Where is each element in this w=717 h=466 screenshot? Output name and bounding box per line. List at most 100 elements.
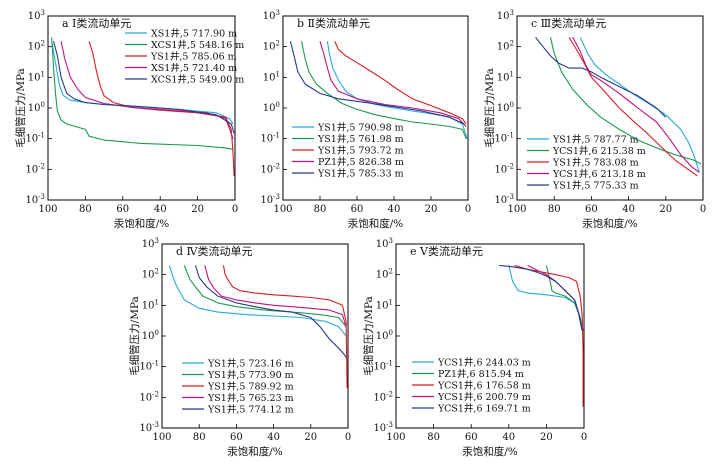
chart-e-title: e Ⅴ类流动单元 [410, 244, 483, 258]
chart-a-y-tick-label: 103 [28, 9, 45, 22]
chart-d-ylabel: 毛细管压力/MPa [128, 296, 141, 376]
chart-e-x-tick-label: 20 [540, 432, 553, 443]
chart-e-legend-entry: PZ1井,6 815.94 m [438, 368, 524, 380]
chart-d-series-line [183, 265, 347, 328]
chart-c-title: c Ⅲ类流动单元 [531, 16, 606, 30]
chart-a-y-tick-label: 10-3 [25, 193, 45, 206]
chart-e-y-tick-label: 10-3 [373, 421, 393, 434]
chart-b-y-tick-label: 101 [263, 70, 280, 83]
chart-d-legend-entry: YS1井,5 723.16 m [207, 358, 294, 370]
chart-a-title: a Ⅰ类流动单元 [62, 16, 131, 30]
chart-e-x-tick-label: 0 [581, 432, 587, 443]
chart-b-x-tick-label: 80 [314, 204, 327, 215]
chart-b-title: b Ⅱ类流动单元 [297, 16, 370, 30]
chart-e-series-line [545, 265, 584, 331]
chart-e-ylabel: 毛细管压力/MPa [362, 296, 375, 376]
chart-d-x-tick-label: 40 [267, 432, 280, 443]
chart-a-x-tick-label: 20 [191, 204, 204, 215]
chart-d-x-tick-label: 60 [230, 432, 243, 443]
chart-d-y-tick-label: 10-2 [139, 390, 159, 403]
chart-c-y-tick-label: 102 [497, 40, 514, 53]
chart-c-legend-entry: YS1井,5 783.08 m [552, 157, 639, 169]
chart-b-x-tick-label: 100 [273, 204, 292, 215]
chart-c-legend-entry: YS1井,5 787.77 m [552, 134, 639, 146]
chart-c-series-line [535, 37, 667, 118]
chart-e-y-tick-label: 101 [376, 298, 393, 311]
chart-c-y-tick-label: 100 [497, 101, 514, 114]
chart-c-x-tick-label: 20 [659, 204, 672, 215]
chart-c-series-line [568, 37, 698, 177]
chart-a-xlabel: 汞饱和度/% [114, 217, 170, 230]
chart-d-series-line [204, 265, 347, 327]
chart-b-y-tick-label: 10-2 [260, 162, 280, 175]
chart-c-series-line [572, 37, 700, 173]
chart-c-y-tick-label: 10-1 [494, 132, 514, 145]
chart-e-xlabel: 汞饱和度/% [462, 445, 518, 458]
chart-b-legend-entry: PZ1井,5 826.38 m [318, 156, 404, 168]
chart-d-xlabel: 汞饱和度/% [227, 445, 283, 458]
chart-a-y-tick-label: 10-1 [25, 132, 45, 145]
chart-d-legend-entry: YS1井,5 789.92 m [207, 381, 294, 393]
chart-e-y-tick-label: 102 [376, 268, 393, 281]
chart-b-y-tick-label: 100 [263, 101, 280, 114]
chart-b-series-line [300, 41, 467, 139]
chart-b-x-tick-label: 20 [425, 204, 438, 215]
chart-d-series-line [168, 265, 347, 337]
chart-a-x-tick-label: 80 [79, 204, 92, 215]
chart-a-x-tick-label: 100 [38, 204, 57, 215]
chart-c-legend-entry: YCS1井,6 213.18 m [552, 168, 646, 180]
chart-d-x-tick-label: 100 [152, 432, 171, 443]
chart-e-x-tick-label: 40 [502, 432, 515, 443]
chart-e-legend-entry: YCS1井,6 200.79 m [437, 391, 531, 403]
chart-a-legend-entry: XS1井,5 721.40 m [151, 62, 237, 74]
chart-e-legend-entry: YCS1井,6 244.03 m [437, 357, 531, 369]
chart-c-series-line [579, 37, 700, 173]
chart-e-series-line [499, 264, 583, 331]
chart-a-y-tick-label: 101 [28, 70, 45, 83]
chart-d-y-tick-label: 103 [142, 237, 159, 250]
chart-c-ylabel: 毛细管压力/MPa [483, 68, 496, 148]
chart-c-y-tick-label: 10-2 [494, 162, 514, 175]
chart-c-x-tick-label: 60 [585, 204, 598, 215]
chart-a-legend-entry: XS1井,5 717.90 m [151, 28, 237, 40]
chart-e-x-tick-label: 100 [386, 432, 405, 443]
chart-a-series-line [51, 37, 234, 150]
chart-b-series-line [289, 41, 465, 125]
chart-d-x-tick-label: 80 [193, 432, 206, 443]
chart-a-legend-entry: YS1井,5 785.06 m [150, 51, 237, 63]
chart-c-x-tick-label: 40 [622, 204, 635, 215]
chart-c-y-tick-label: 10-3 [494, 193, 514, 206]
chart-c-x-tick-label: 80 [548, 204, 561, 215]
chart-c-y-tick-label: 103 [497, 9, 514, 22]
chart-e-y-tick-label: 100 [376, 329, 393, 342]
chart-d-legend-entry: YS1井,5 774.12 m [207, 404, 294, 416]
chart-c-series-line [549, 37, 702, 165]
chart-a-x-tick-label: 0 [232, 204, 238, 215]
chart-d-y-tick-label: 10-1 [139, 360, 159, 373]
chart-d-y-tick-label: 101 [142, 298, 159, 311]
chart-d-legend-entry: YS1井,5 773.90 m [207, 369, 294, 381]
chart-b-legend-entry: YS1井,5 785.33 m [317, 168, 404, 180]
chart-c-xlabel: 汞饱和度/% [582, 217, 638, 230]
chart-a-legend-entry: XCS1井,5 549.00 m [151, 74, 244, 86]
chart-e-x-tick-label: 80 [427, 432, 440, 443]
chart-b-legend-entry: YS1井,5 793.72 m [317, 145, 404, 157]
chart-b-legend-entry: YS1井,5 790.98 m [317, 122, 404, 134]
chart-b-xlabel: 汞饱和度/% [348, 217, 404, 230]
chart-b-y-tick-label: 103 [263, 9, 280, 22]
chart-c-y-tick-label: 101 [497, 70, 514, 83]
chart-d-x-tick-label: 20 [304, 432, 317, 443]
chart-a-x-tick-label: 40 [154, 204, 167, 215]
chart-e-legend-entry: YCS1井,6 169.71 m [437, 403, 531, 415]
chart-e-y-tick-label: 10-1 [373, 360, 393, 373]
chart-b-x-tick-label: 60 [351, 204, 364, 215]
chart-d-series-line [194, 265, 347, 358]
chart-a-y-tick-label: 102 [28, 40, 45, 53]
chart-d-legend-entry: YS1井,5 765.23 m [207, 392, 294, 404]
chart-b-y-tick-label: 102 [263, 40, 280, 53]
chart-b-x-tick-label: 40 [388, 204, 401, 215]
chart-b-series-line [334, 41, 467, 125]
chart-d-y-tick-label: 102 [142, 268, 159, 281]
chart-a-y-tick-label: 100 [28, 101, 45, 114]
chart-c-x-tick-label: 100 [507, 204, 526, 215]
